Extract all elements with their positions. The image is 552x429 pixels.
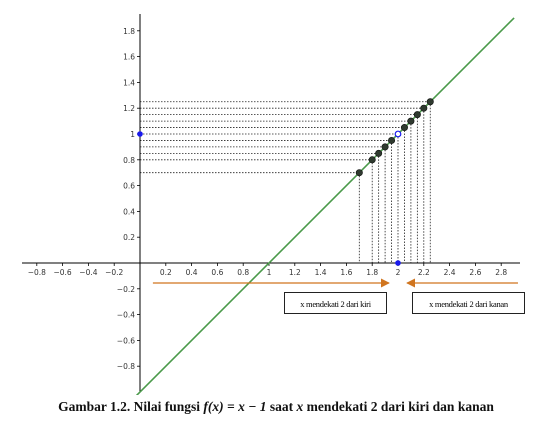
y-axis-ticks: 1.8 1.6 1.4 1.2 1 0.8 0.6 0.4 0.2 −0.2 −0.4 −0.6 −0.… [117, 27, 140, 371]
y-tick-label: 1.4 [123, 78, 135, 87]
y-tick-label: 1.6 [123, 53, 135, 62]
annotation-right: x mendekati 2 dari kanan [412, 292, 525, 314]
y-tick-label: −0.2 [117, 285, 135, 294]
x-tick-label: 2.4 [444, 268, 456, 277]
function-line-series [135, 17, 515, 395]
y-tick-label: 0.4 [123, 207, 135, 216]
y-tick-label: 0.6 [123, 182, 135, 191]
right-approach-point [420, 104, 428, 112]
function-plot: −0.8 −0.6 −0.4 −0.2 0.2 0.4 0.6 0.8 1 1.2 1.4 1.6 1.… [22, 14, 520, 395]
x-tick-label: 0.8 [237, 268, 249, 277]
right-approach-point [400, 124, 408, 132]
x-tick-label: −0.6 [53, 268, 71, 277]
dotted-guide-lines [140, 101, 431, 263]
left-approach-point [375, 149, 383, 157]
axis-marker-point [395, 260, 401, 266]
y-tick-label: 1.2 [123, 104, 135, 113]
x-axis-ticks: −0.8 −0.6 −0.4 −0.2 0.2 0.4 0.6 0.8 1 1.2 1.4 1.6 1.… [28, 263, 507, 277]
y-tick-label: 1 [130, 130, 135, 139]
x-tick-label: 2 [396, 268, 401, 277]
function-line [135, 17, 515, 395]
y-tick-label: 0.8 [123, 156, 135, 165]
right-approach-point [413, 111, 421, 119]
x-tick-label: 2.2 [418, 268, 430, 277]
caption-variable: x [296, 399, 304, 414]
x-tick-label: 0.2 [160, 268, 172, 277]
left-approach-point [355, 169, 363, 177]
y-tick-label: −0.6 [117, 336, 135, 345]
x-tick-label: 2.8 [495, 268, 507, 277]
caption-mid: saat [266, 399, 297, 414]
x-tick-label: 2.6 [469, 268, 481, 277]
annotation-left: x mendekati 2 dari kiri [284, 292, 387, 314]
x-tick-label: 1.6 [340, 268, 352, 277]
data-points [137, 98, 434, 266]
x-tick-label: 1 [267, 268, 272, 277]
left-approach-point [368, 156, 376, 164]
y-tick-label: 0.2 [123, 233, 135, 242]
y-tick-label: −0.8 [117, 362, 135, 371]
axis-marker-point [137, 131, 143, 137]
open-limit-point [394, 130, 402, 138]
x-tick-label: 1.8 [366, 268, 378, 277]
left-approach-point [381, 143, 389, 151]
x-tick-label: 0.6 [211, 268, 223, 277]
right-approach-point [426, 98, 434, 106]
caption-function: f(x) = x − 1 [203, 399, 267, 414]
x-tick-label: −0.8 [28, 268, 46, 277]
x-tick-label: 1.4 [315, 268, 327, 277]
y-tick-label: 1.8 [123, 27, 135, 36]
figure-caption: Gambar 1.2. Nilai fungsi f(x) = x − 1 sa… [0, 399, 552, 415]
x-tick-label: −0.4 [79, 268, 97, 277]
x-tick-label: 0.4 [186, 268, 198, 277]
right-approach-point [407, 117, 415, 125]
caption-prefix: Gambar 1.2. Nilai fungsi [58, 399, 204, 414]
x-tick-label: 1.2 [289, 268, 301, 277]
y-tick-label: −0.4 [117, 311, 135, 320]
left-approach-point [388, 136, 396, 144]
x-tick-label: −0.2 [105, 268, 123, 277]
axes [22, 14, 520, 392]
caption-suffix: mendekati 2 dari kiri dan kanan [303, 399, 494, 414]
